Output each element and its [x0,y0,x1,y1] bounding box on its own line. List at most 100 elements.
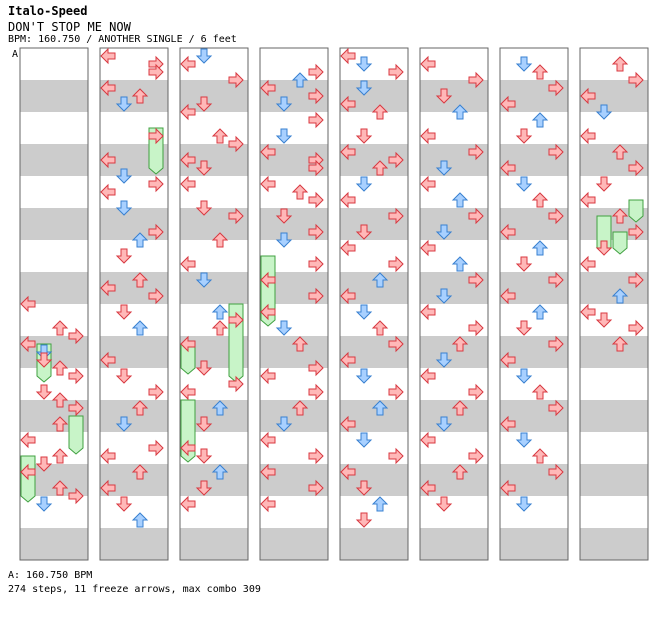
left-arrow-icon [500,159,516,177]
stripe [20,464,88,480]
right-arrow-icon [388,447,404,465]
stripe [580,464,648,480]
up-arrow-icon [51,392,69,408]
stripe [260,272,328,288]
down-arrow-icon [515,56,533,72]
up-arrow-icon [371,272,389,288]
stripe [180,528,248,544]
down-arrow-icon [115,200,133,216]
right-arrow-icon [468,447,484,465]
stripe [20,96,88,112]
left-arrow-icon [500,223,516,241]
right-arrow-icon [548,271,564,289]
down-arrow-icon [275,232,293,248]
left-arrow-icon [180,151,196,169]
down-arrow-icon [435,416,453,432]
right-arrow-icon [148,127,164,145]
stripe [500,336,568,352]
left-arrow-icon [500,479,516,497]
stripe [20,352,88,368]
left-arrow-icon [420,127,436,145]
stripe [420,224,488,240]
right-arrow-icon [548,207,564,225]
stripe [340,208,408,224]
up-arrow-icon [211,304,229,320]
up-arrow-icon [371,160,389,176]
right-arrow-icon [468,207,484,225]
stripe [340,288,408,304]
down-arrow-icon [355,176,373,192]
left-arrow-icon [260,303,276,321]
stripe [260,288,328,304]
up-arrow-icon [131,272,149,288]
stripe [20,80,88,96]
up-arrow-icon [211,400,229,416]
left-arrow-icon [20,431,36,449]
left-arrow-icon [100,279,116,297]
left-arrow-icon [580,255,596,273]
left-arrow-icon [260,431,276,449]
down-arrow-icon [195,448,213,464]
right-arrow-icon [548,463,564,481]
up-arrow-icon [211,232,229,248]
up-arrow-icon [611,336,629,352]
stripe [180,144,248,160]
stripe [420,80,488,96]
stripe [420,352,488,368]
left-arrow-icon [420,431,436,449]
up-arrow-icon [131,88,149,104]
up-arrow-icon [531,304,549,320]
left-arrow-icon [180,55,196,73]
right-arrow-icon [468,383,484,401]
up-arrow-icon [51,480,69,496]
stripe [260,144,328,160]
left-arrow-icon [260,143,276,161]
left-arrow-icon [420,479,436,497]
right-arrow-icon [148,175,164,193]
left-arrow-icon [420,367,436,385]
chart-column [579,47,649,561]
stripe [100,480,168,496]
up-arrow-icon [451,336,469,352]
stripe [500,416,568,432]
right-arrow-icon [548,335,564,353]
left-arrow-icon [20,295,36,313]
up-arrow-icon [611,288,629,304]
down-arrow-icon [355,432,373,448]
left-arrow-icon [580,303,596,321]
stripe [500,224,568,240]
stripe [340,80,408,96]
right-arrow-icon [468,271,484,289]
stripe [100,336,168,352]
stripe [420,480,488,496]
down-arrow-icon [355,128,373,144]
stripe [580,272,648,288]
down-arrow-icon [355,480,373,496]
marker-label: A [12,49,18,60]
left-arrow-icon [100,79,116,97]
down-arrow-icon [355,80,373,96]
stripe [100,224,168,240]
stripe [340,352,408,368]
chart-column [499,47,569,561]
up-arrow-icon [451,464,469,480]
down-arrow-icon [355,512,373,528]
down-arrow-icon [195,360,213,376]
right-arrow-icon [388,151,404,169]
stripe [340,544,408,560]
stripe [340,480,408,496]
left-arrow-icon [340,239,356,257]
right-arrow-icon [548,79,564,97]
stripe [500,544,568,560]
right-arrow-icon [308,383,324,401]
right-arrow-icon [628,319,644,337]
right-arrow-icon [308,159,324,177]
right-arrow-icon [228,207,244,225]
stripe [420,416,488,432]
left-arrow-icon [260,463,276,481]
down-arrow-icon [435,352,453,368]
stripe [500,272,568,288]
up-arrow-icon [131,512,149,528]
right-arrow-icon [228,135,244,153]
left-arrow-icon [340,47,356,65]
